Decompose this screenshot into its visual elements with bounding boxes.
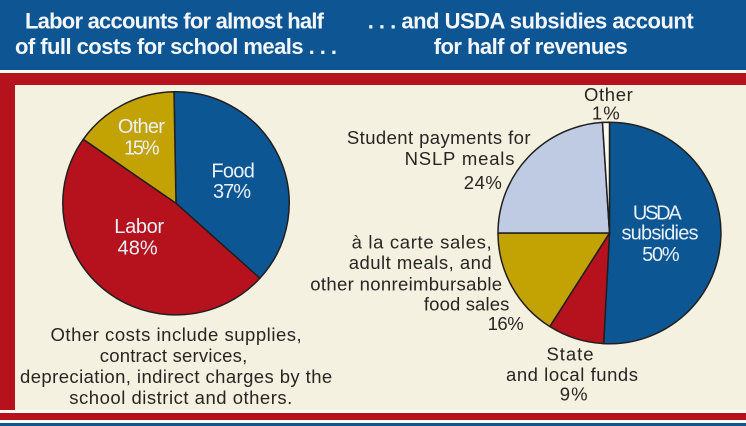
svg-text:for half of revenues: for half of revenues bbox=[434, 34, 628, 59]
svg-text:37%: 37% bbox=[213, 181, 251, 203]
svg-text:school district and others.: school district and others. bbox=[69, 387, 292, 408]
svg-text:à la carte sales,: à la carte sales, bbox=[352, 232, 492, 253]
svg-text:depreciation, indirect charges: depreciation, indirect charges by the bbox=[20, 366, 332, 387]
svg-text:Labor: Labor bbox=[114, 216, 164, 238]
svg-text:and local funds: and local funds bbox=[506, 364, 638, 385]
svg-text:1%: 1% bbox=[592, 103, 620, 124]
svg-text:contract services,: contract services, bbox=[100, 345, 248, 366]
svg-text:. . . and USDA subsidies accou: . . . and USDA subsidies account bbox=[368, 9, 695, 34]
svg-text:Student payments for: Student payments for bbox=[347, 127, 531, 148]
svg-text:of full costs for school meals: of full costs for school meals . . . bbox=[15, 34, 337, 59]
svg-text:subsidies: subsidies bbox=[621, 222, 698, 244]
svg-text:48%: 48% bbox=[118, 238, 158, 260]
svg-text:15%: 15% bbox=[124, 138, 160, 160]
svg-text:Food: Food bbox=[211, 161, 255, 183]
svg-text:24%: 24% bbox=[464, 172, 502, 193]
svg-text:other nonreimbursable: other nonreimbursable bbox=[310, 274, 502, 295]
svg-text:Labor accounts for almost half: Labor accounts for almost half bbox=[25, 9, 325, 34]
svg-text:16%: 16% bbox=[488, 313, 524, 334]
svg-text:food sales: food sales bbox=[424, 294, 510, 315]
svg-text:9%: 9% bbox=[560, 383, 588, 404]
svg-text:Other costs include supplies,: Other costs include supplies, bbox=[51, 324, 302, 345]
svg-text:NSLP meals: NSLP meals bbox=[405, 148, 515, 169]
svg-text:Other: Other bbox=[118, 116, 165, 138]
svg-text:Other: Other bbox=[584, 84, 633, 105]
svg-text:State: State bbox=[546, 344, 593, 365]
svg-text:50%: 50% bbox=[642, 244, 680, 266]
svg-text:USDA: USDA bbox=[633, 202, 682, 224]
svg-text:adult meals, and: adult meals, and bbox=[349, 252, 492, 273]
